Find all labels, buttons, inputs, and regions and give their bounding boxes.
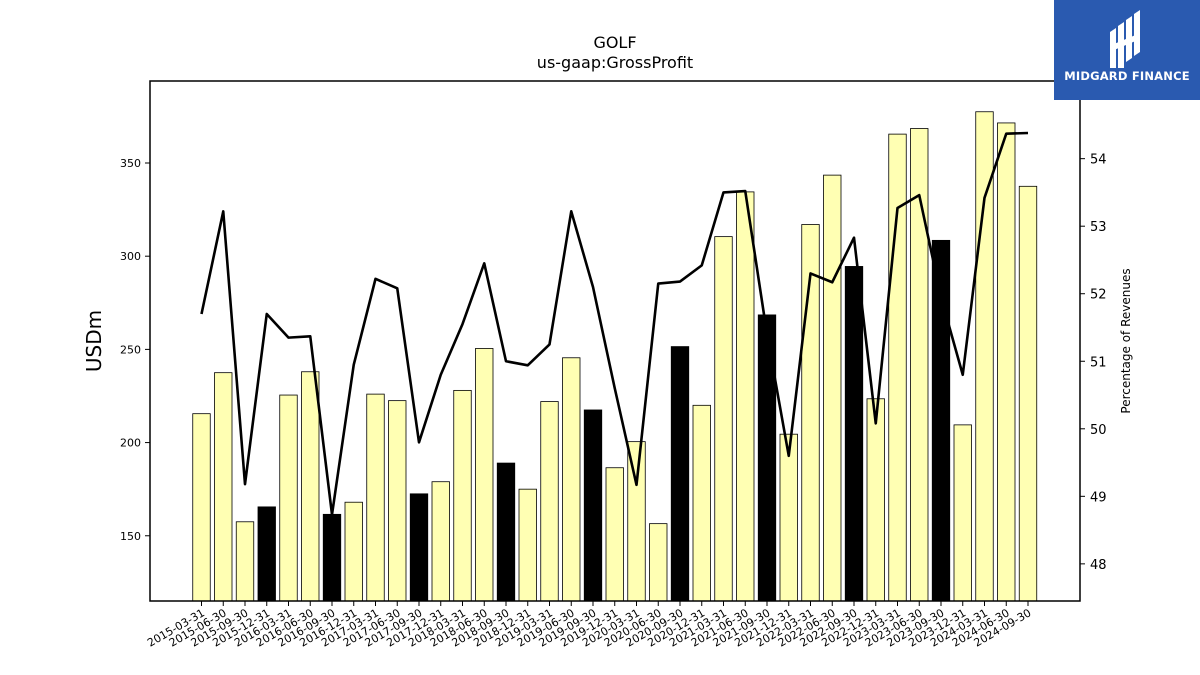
bar-2022-12-31 <box>866 398 885 602</box>
bar-2016-12-31 <box>344 501 363 602</box>
bar-2015-06-30 <box>214 372 233 602</box>
chart-subtitle: us-gaap:GrossProfit <box>537 53 693 72</box>
bar-2023-12-31 <box>953 424 972 602</box>
bar-2017-12-31 <box>431 481 450 602</box>
bars-layer <box>192 111 1038 602</box>
bar-2021-06-30 <box>736 191 755 602</box>
bar-2024-03-31 <box>975 111 994 602</box>
brand-name: MIDGARD FINANCE <box>1064 69 1190 83</box>
bar-2020-12-31 <box>692 404 711 602</box>
bar-2022-06-30 <box>823 174 842 602</box>
y-tick-label: 200 <box>120 437 141 450</box>
bar-2022-09-30 <box>844 266 864 602</box>
bar-2016-09-30 <box>322 513 342 602</box>
bar-2016-06-30 <box>301 371 320 602</box>
line-layer <box>200 131 1029 516</box>
y-tick-label: 300 <box>120 250 141 263</box>
bar-2019-03-31 <box>540 401 559 602</box>
midgard-logo-icon <box>1110 10 1140 68</box>
bar-2019-12-31 <box>605 467 624 602</box>
bar-2024-09-30 <box>1018 185 1038 602</box>
y2-tick-label: 53 <box>1090 220 1107 235</box>
bar-2018-03-31 <box>453 389 472 602</box>
y2-tick-label: 48 <box>1090 558 1107 573</box>
bar-2015-09-30 <box>235 521 255 602</box>
bar-2021-03-31 <box>714 236 733 602</box>
bar-2018-12-31 <box>518 488 537 602</box>
bar-2018-09-30 <box>496 462 516 602</box>
bar-2017-06-30 <box>388 400 407 602</box>
chart-title: GOLF <box>593 33 636 52</box>
y2-tick-label: 51 <box>1090 355 1107 370</box>
y-axis-label: USDm <box>82 310 106 372</box>
y-tick-label: 250 <box>120 343 141 356</box>
bar-2017-03-31 <box>366 393 385 602</box>
bar-2024-06-30 <box>997 122 1016 602</box>
y2-axis-label: Percentage of Revenues <box>1119 268 1133 413</box>
y2-tick-label: 49 <box>1090 490 1107 505</box>
y2-tick-label: 54 <box>1090 153 1107 168</box>
bar-2015-12-31 <box>257 506 276 602</box>
bar-2020-09-30 <box>670 346 690 602</box>
bar-2016-03-31 <box>279 394 298 602</box>
y-tick-label: 150 <box>120 530 141 543</box>
bar-2020-03-31 <box>627 441 646 602</box>
bar-2019-06-30 <box>562 357 581 602</box>
bar-2021-12-31 <box>779 433 798 602</box>
percentage-line <box>200 131 1029 516</box>
bar-2017-09-30 <box>409 493 429 602</box>
y2-tick-label: 52 <box>1090 288 1107 303</box>
bar-2020-06-30 <box>649 523 668 602</box>
brand-logo: MIDGARD FINANCE <box>1054 0 1200 100</box>
bar-2018-06-30 <box>475 348 494 602</box>
bar-2021-09-30 <box>757 314 777 602</box>
bar-2019-09-30 <box>583 409 603 602</box>
y-tick-label: 350 <box>120 157 141 170</box>
bar-2015-03-31 <box>192 413 211 602</box>
axes-layer: 150200250300350484950515253542015-03-312… <box>120 80 1107 650</box>
y2-tick-label: 50 <box>1090 423 1107 438</box>
